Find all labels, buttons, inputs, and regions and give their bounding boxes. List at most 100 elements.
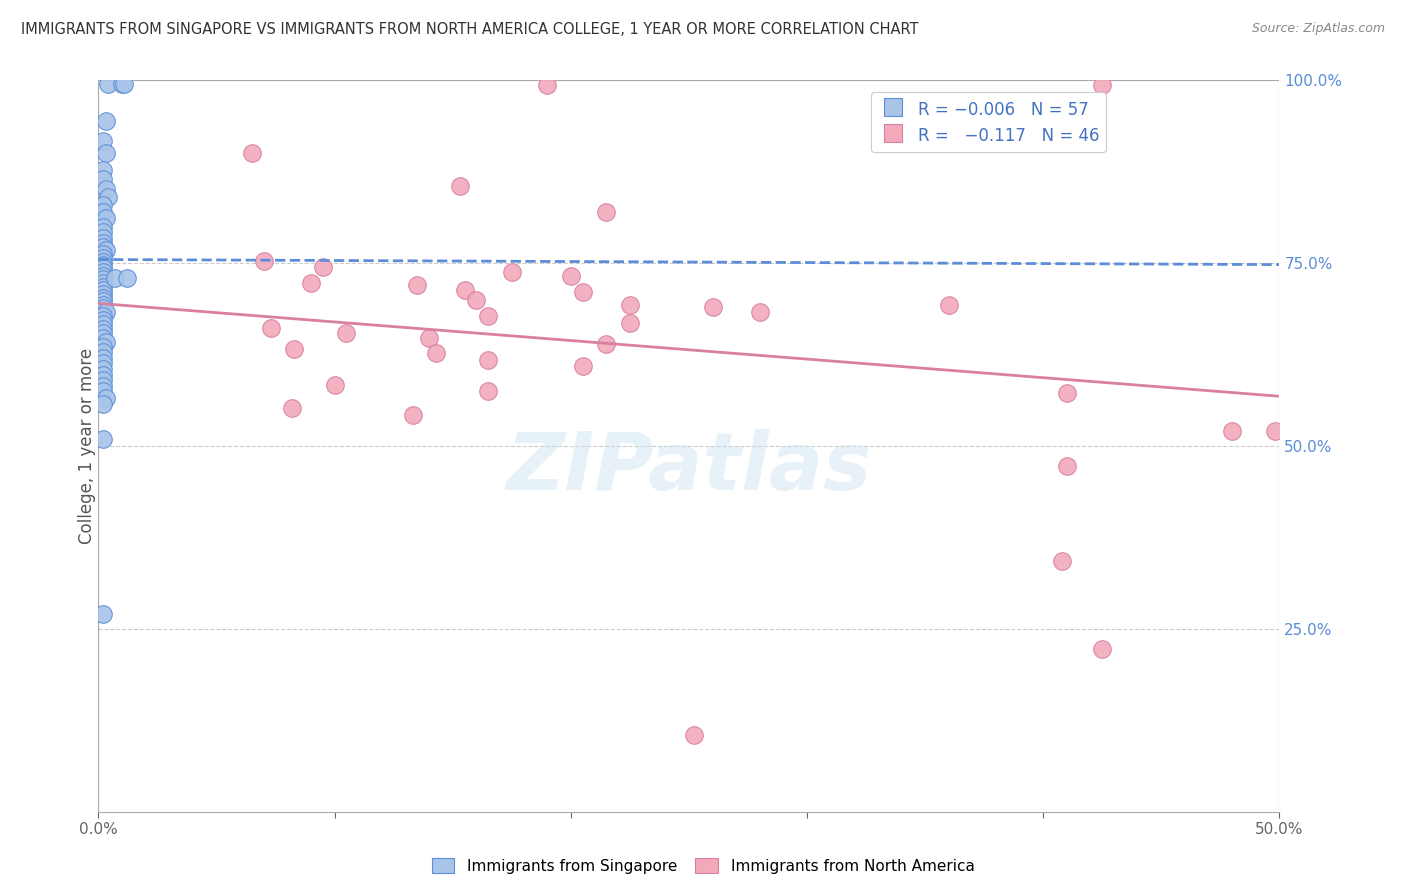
Point [477,352,499,367]
Point [91,432,114,446]
Point [536,78,558,93]
Point [97,190,120,204]
Point [465,293,488,307]
Text: ZIPatlas: ZIPatlas [506,429,872,507]
Point [91,283,114,297]
Point [571,359,593,373]
Point [94,335,117,350]
Point [91,265,114,279]
Point [94,146,117,161]
Text: IMMIGRANTS FROM SINGAPORE VS IMMIGRANTS FROM NORTH AMERICA COLLEGE, 1 YEAR OR MO: IMMIGRANTS FROM SINGAPORE VS IMMIGRANTS … [21,22,918,37]
Text: Source: ZipAtlas.com: Source: ZipAtlas.com [1251,22,1385,36]
Point [401,408,423,422]
Point [91,276,114,290]
Point [938,298,960,312]
Point [91,197,114,211]
Point [1264,425,1286,439]
Point [91,258,114,272]
Point [91,236,114,251]
Point [91,230,114,244]
Point [91,226,114,240]
Point [97,77,120,91]
Point [94,113,117,128]
Point [477,384,499,399]
Point [91,309,114,323]
Y-axis label: College, 1 year or more: College, 1 year or more [79,348,96,544]
Point [260,320,283,334]
Point [283,343,305,357]
Point [91,240,114,254]
Point [91,298,114,312]
Point [91,396,114,410]
Point [323,378,346,392]
Point [312,260,335,274]
Point [91,368,114,382]
Point [91,251,114,265]
Point [91,373,114,387]
Point [449,179,471,194]
Point [91,326,114,340]
Point [595,205,617,219]
Point [91,340,114,354]
Point [104,270,127,285]
Point [748,305,770,319]
Point [253,254,276,268]
Point [477,309,499,323]
Point [91,607,114,622]
Point [91,261,114,276]
Point [91,286,114,301]
Point [1050,554,1073,568]
Point [595,336,617,351]
Point [1091,642,1114,657]
Point [91,331,114,345]
Point [91,254,114,268]
Point [91,172,114,186]
Point [1091,78,1114,93]
Point [111,77,134,91]
Point [94,392,117,406]
Point [91,345,114,359]
Point [115,270,138,285]
Point [1056,386,1078,401]
Point [91,219,114,234]
Point [571,285,593,300]
Point [91,162,114,177]
Point [91,279,114,293]
Point [619,298,641,312]
Point [91,268,114,283]
Point [682,728,704,742]
Point [91,291,114,305]
Point [94,243,117,257]
Point [91,384,114,399]
Point [91,205,114,219]
Point [91,313,114,327]
Legend: Immigrants from Singapore, Immigrants from North America: Immigrants from Singapore, Immigrants fr… [426,852,980,880]
Point [91,379,114,393]
Point [91,317,114,331]
Point [425,346,447,360]
Point [94,211,117,225]
Point [91,362,114,376]
Point [91,301,114,316]
Point [453,283,475,297]
Point [1220,425,1243,439]
Point [299,276,322,290]
Point [94,305,117,319]
Point [91,351,114,366]
Point [501,265,523,279]
Point [91,294,114,309]
Point [418,331,440,345]
Point [94,181,117,195]
Legend: R = −0.006   N = 57, R =   −0.117   N = 46: R = −0.006 N = 57, R = −0.117 N = 46 [870,92,1105,153]
Point [560,268,582,283]
Point [112,77,135,91]
Point [406,278,429,293]
Point [240,146,263,161]
Point [91,134,114,148]
Point [91,272,114,286]
Point [619,316,641,330]
Point [91,356,114,370]
Point [91,322,114,336]
Point [702,300,724,314]
Point [91,247,114,261]
